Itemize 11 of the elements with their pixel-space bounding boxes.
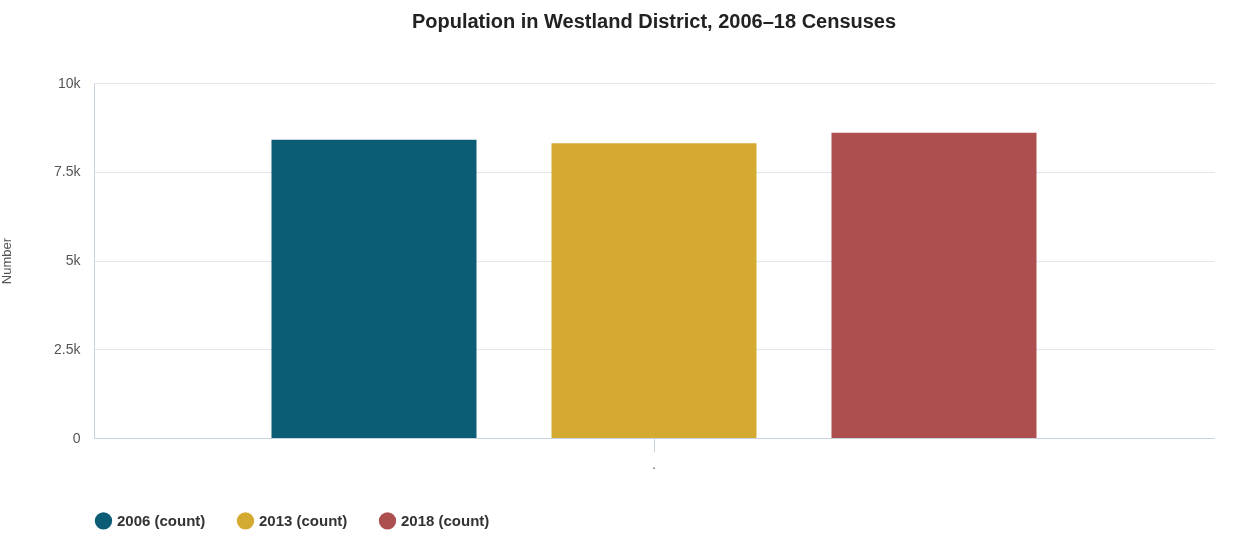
y-tick-label: 10k	[57, 74, 82, 91]
legend-label: 2018 (count)	[401, 511, 490, 529]
legend-label: 2013 (count)	[259, 511, 348, 529]
y-tick-label: 5k	[65, 252, 82, 268]
chart-title: Population in Westland District, 2006–18 Censuses	[411, 10, 897, 32]
legend-label: 2006 (count)	[117, 511, 206, 529]
y-tick-label: 7.5k	[54, 163, 82, 180]
y-axis-title: Number	[0, 237, 15, 285]
y-tick-label: 2.5k	[54, 340, 82, 357]
x-tick-label: .	[652, 456, 656, 472]
y-tick-label: 0	[72, 429, 81, 446]
